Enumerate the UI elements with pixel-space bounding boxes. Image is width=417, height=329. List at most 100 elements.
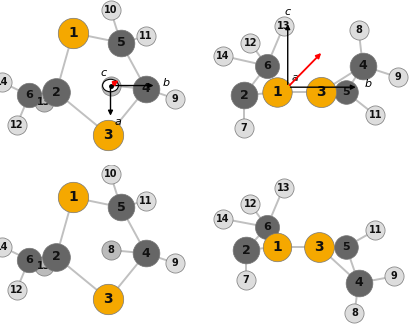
Text: a: a <box>115 117 121 127</box>
Point <box>359 63 366 68</box>
Text: 4: 4 <box>142 247 150 260</box>
Text: 12: 12 <box>244 199 257 209</box>
Text: 8: 8 <box>351 308 358 317</box>
Text: 14: 14 <box>0 77 9 87</box>
Text: 2: 2 <box>242 243 250 257</box>
Point <box>143 34 149 39</box>
Point <box>53 89 60 95</box>
Point <box>274 89 281 95</box>
Point <box>0 244 5 249</box>
Point <box>247 201 254 207</box>
Text: 1: 1 <box>272 85 282 99</box>
Text: 9: 9 <box>172 258 178 268</box>
Point <box>105 132 112 138</box>
Text: 9: 9 <box>391 271 397 281</box>
Point <box>107 247 114 253</box>
Point <box>107 172 114 177</box>
Text: 6: 6 <box>25 90 33 100</box>
Text: 6: 6 <box>263 222 271 232</box>
Text: 8: 8 <box>107 81 114 90</box>
Text: 13: 13 <box>277 21 290 31</box>
Point <box>274 244 281 249</box>
Text: 10: 10 <box>104 169 117 179</box>
Text: 8: 8 <box>355 25 362 35</box>
Text: 5: 5 <box>117 201 125 214</box>
Point <box>343 89 349 95</box>
Point <box>372 113 379 118</box>
Point <box>264 224 270 230</box>
Text: 12: 12 <box>10 120 23 130</box>
Point <box>316 244 322 249</box>
Point <box>172 96 178 101</box>
Point <box>0 80 5 85</box>
Text: 9: 9 <box>395 72 402 82</box>
Text: 2: 2 <box>240 89 248 102</box>
Text: 6: 6 <box>263 61 271 71</box>
Text: 12: 12 <box>244 38 257 48</box>
Text: 8: 8 <box>107 245 114 255</box>
Point <box>351 310 358 315</box>
Point <box>107 7 114 13</box>
Text: 14: 14 <box>0 242 9 252</box>
Point <box>372 228 379 233</box>
Text: 12: 12 <box>10 285 23 294</box>
Text: c: c <box>285 7 291 17</box>
Text: 7: 7 <box>241 123 247 133</box>
Point <box>40 264 47 269</box>
Text: b: b <box>163 78 170 88</box>
Point <box>355 280 362 286</box>
Point <box>343 244 349 249</box>
Point <box>264 63 270 68</box>
Text: 3: 3 <box>314 240 324 254</box>
Point <box>107 83 114 88</box>
Point <box>391 274 397 279</box>
Circle shape <box>103 79 118 92</box>
Text: 14: 14 <box>216 51 230 61</box>
Point <box>26 93 33 98</box>
Point <box>70 30 76 36</box>
Text: 11: 11 <box>139 196 153 206</box>
Point <box>143 251 149 256</box>
Point <box>118 40 124 45</box>
Point <box>280 24 287 29</box>
Point <box>13 122 20 128</box>
Text: 11: 11 <box>139 31 153 41</box>
Text: 1: 1 <box>68 26 78 40</box>
Point <box>241 93 247 98</box>
Point <box>143 86 149 91</box>
Text: 1: 1 <box>68 190 78 204</box>
Text: 1: 1 <box>272 240 282 254</box>
Text: 5: 5 <box>342 87 350 97</box>
Point <box>13 287 20 292</box>
Text: a: a <box>292 73 299 83</box>
Point <box>280 185 287 190</box>
Point <box>318 89 324 95</box>
Text: 3: 3 <box>316 85 326 99</box>
Point <box>40 99 47 105</box>
Text: 13: 13 <box>37 97 50 107</box>
Point <box>143 198 149 203</box>
Text: 11: 11 <box>369 110 382 120</box>
Text: b: b <box>365 79 372 89</box>
Point <box>220 216 226 221</box>
Text: c: c <box>100 68 106 78</box>
Text: 3: 3 <box>103 128 113 142</box>
Text: 11: 11 <box>369 225 382 235</box>
Point <box>243 247 249 253</box>
Point <box>105 297 112 302</box>
Text: 4: 4 <box>359 59 367 72</box>
Text: 9: 9 <box>172 94 178 104</box>
Text: 4: 4 <box>142 82 150 95</box>
Text: 2: 2 <box>52 250 60 263</box>
Text: 3: 3 <box>103 292 113 306</box>
Point <box>172 261 178 266</box>
Text: 6: 6 <box>25 255 33 265</box>
Point <box>118 205 124 210</box>
Text: 13: 13 <box>277 183 290 192</box>
Point <box>26 257 33 263</box>
Text: 7: 7 <box>243 275 249 285</box>
Point <box>355 27 362 32</box>
Text: 14: 14 <box>216 214 230 224</box>
Point <box>241 126 247 131</box>
Point <box>395 75 402 80</box>
